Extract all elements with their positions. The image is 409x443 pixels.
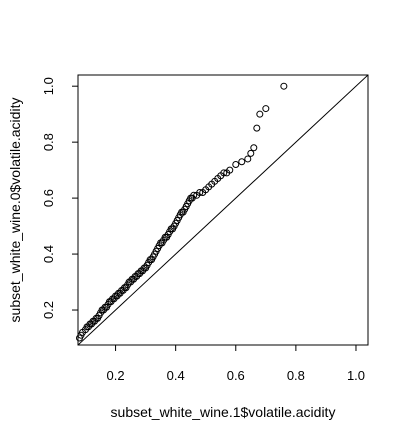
x-tick-label: 0.6 xyxy=(227,368,245,383)
data-point xyxy=(232,161,240,169)
data-point xyxy=(190,191,198,199)
data-point xyxy=(256,110,264,118)
x-axis: 0.2 0.4 0.6 0.8 1.0 xyxy=(107,345,365,383)
data-point xyxy=(220,169,228,177)
x-axis-label: subset_white_wine.1$volatile.acidity xyxy=(111,404,336,420)
data-point xyxy=(244,155,252,163)
data-point xyxy=(250,144,258,152)
y-tick-label: 0.2 xyxy=(41,301,56,319)
y-tick-label: 0.8 xyxy=(41,133,56,151)
x-tick-label: 0.2 xyxy=(107,368,125,383)
y-axis: 0.2 0.4 0.6 0.8 1.0 xyxy=(41,77,78,319)
plot-frame xyxy=(77,74,369,346)
data-point xyxy=(226,166,234,174)
x-tick-label: 0.4 xyxy=(167,368,185,383)
data-point xyxy=(247,149,255,157)
x-tick-label: 1.0 xyxy=(347,368,365,383)
data-point xyxy=(262,105,270,113)
data-point xyxy=(253,124,261,132)
x-tick-label: 0.8 xyxy=(287,368,305,383)
data-point xyxy=(280,82,288,90)
y-tick-label: 0.6 xyxy=(41,189,56,207)
y-tick-label: 0.4 xyxy=(41,245,56,263)
y-axis-label: subset_white_wine.0$volatile.acidity xyxy=(7,98,23,323)
data-point xyxy=(238,158,246,166)
y-tick-label: 1.0 xyxy=(41,77,56,95)
data-point xyxy=(196,189,204,197)
